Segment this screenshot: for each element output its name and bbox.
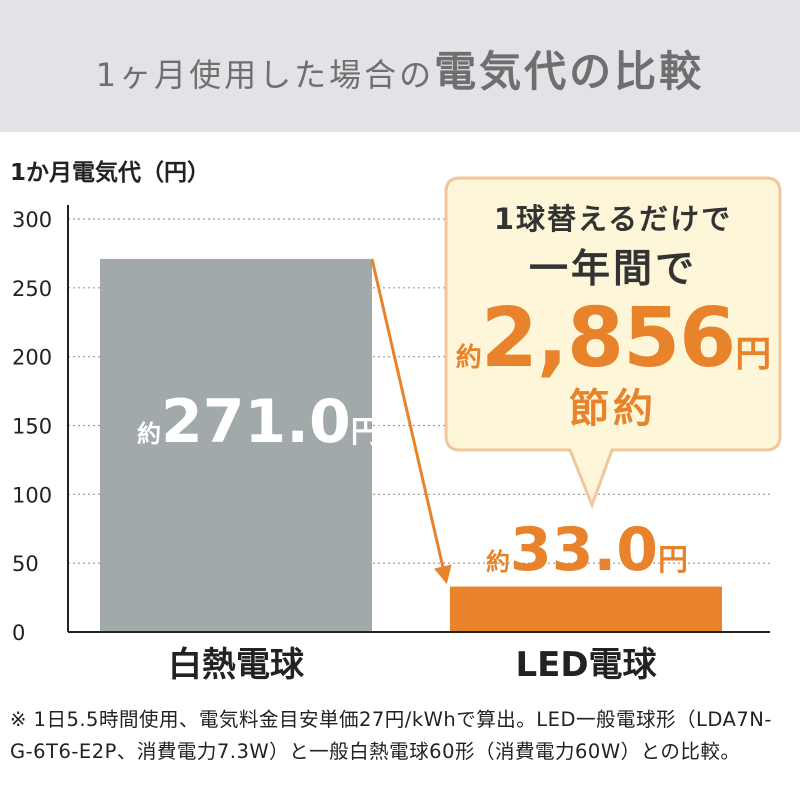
callout-prefix: 約 <box>455 343 482 373</box>
drop-arrow <box>370 258 452 585</box>
bar-incandescent <box>100 258 372 632</box>
value-unit: 円 <box>350 415 381 450</box>
footnote: ※ 1日5.5時間使用、電気料金目安単価27円/kWhで算出。LED一般電球形（… <box>10 708 772 763</box>
callout-line4: 節約 <box>569 386 657 432</box>
y-tick-label: 300 <box>12 208 52 232</box>
value-prefix: 約 <box>486 548 510 576</box>
y-tick-label: 250 <box>12 277 52 301</box>
y-tick-label: 150 <box>12 415 52 439</box>
y-axis-label: 1か月電気代（円） <box>10 160 211 186</box>
savings-callout-bubble <box>444 176 782 510</box>
value-number: 33.0 <box>510 515 659 585</box>
x-category-label: LED電球 <box>515 645 657 685</box>
y-tick-label: 0 <box>12 621 25 645</box>
callout-number: 2,856 <box>480 291 736 386</box>
title-prefix: 1ヶ月使用した場合の <box>95 56 435 94</box>
bar-chart: 0 50 100 150 200 250 300 白熱電球 LED電球 <box>12 176 782 685</box>
y-tick-label: 200 <box>12 346 52 370</box>
callout-line1: 1球替えるだけで <box>493 202 733 236</box>
title-main: 電気代の比較 <box>434 47 705 96</box>
value-prefix: 約 <box>137 420 161 448</box>
header-banner <box>0 0 800 132</box>
value-number: 271.0 <box>161 387 351 457</box>
page-title: 1ヶ月使用した場合の電気代の比較 <box>0 38 800 99</box>
value-unit: 円 <box>658 543 689 578</box>
bar-led <box>450 586 722 632</box>
y-tick-label: 100 <box>12 483 52 507</box>
callout-amount: 約2,856円 <box>446 294 780 403</box>
callout-line2: 一年間で <box>528 247 697 292</box>
bar-value-label: 約33.0円 <box>486 520 688 580</box>
y-tick-label: 50 <box>12 552 39 576</box>
bar-value-label: 約271.0円 <box>137 392 381 452</box>
x-category-label: 白熱電球 <box>168 645 305 685</box>
callout-unit: 円 <box>735 334 771 375</box>
